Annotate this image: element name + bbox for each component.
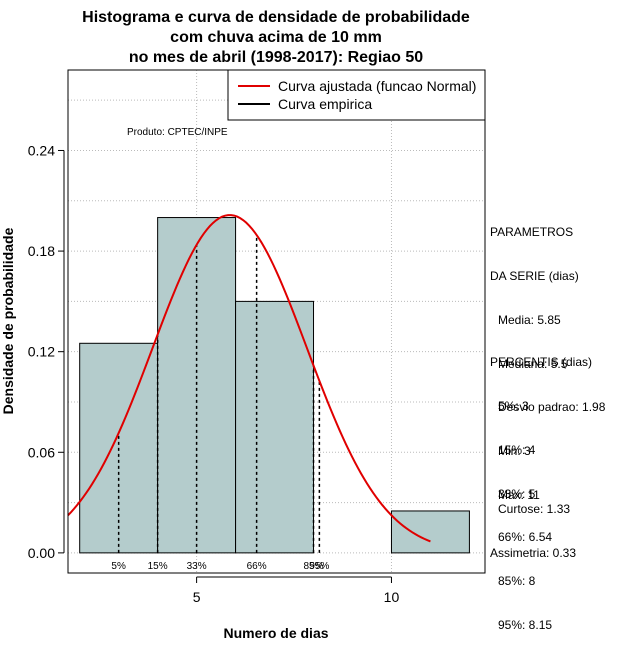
- chart-title-line-1: Histograma e curva de densidade de proba…: [82, 9, 470, 26]
- normal-curve: [67, 214, 431, 543]
- percentile-label: 5%: [111, 561, 126, 572]
- y-tick-label: 0.12: [28, 344, 55, 360]
- shape-stats: Curtose: 1.33 Assimetria: 0.33: [490, 473, 576, 575]
- percentile-label: 33%: [187, 561, 207, 572]
- percentile-label: 66%: [247, 561, 267, 572]
- param-desvio: Desvio padrao: 1.98: [498, 400, 606, 415]
- stat-curtose: Curtose: 1.33: [498, 502, 571, 517]
- percentile-labels: 5% 15% 33% 66% 85%95%: [111, 561, 329, 572]
- stat-assimetria: Assimetria: 0.33: [490, 545, 577, 560]
- normal-curve-path: [67, 214, 431, 543]
- param-max: Max: 11: [498, 487, 540, 502]
- x-axis-label: Numero de dias: [223, 625, 328, 641]
- chart-title: Histograma e curva de densidade de proba…: [82, 9, 470, 66]
- y-axis-label: Densidade de probabilidade: [0, 227, 16, 414]
- y-tick-label: 0.00: [28, 545, 55, 561]
- percentile-label: 15%: [148, 561, 168, 572]
- percentil-5: 5%: 3: [498, 398, 529, 413]
- legend-label-normal: Curva ajustada (funcao Normal): [278, 78, 476, 94]
- params-heading-2: DA SERIE (dias): [490, 268, 579, 283]
- percentil-85: 85%: 8: [498, 574, 536, 589]
- percentis-heading: PERCENTIS (dias): [490, 355, 593, 370]
- params-heading-1: PARAMETROS: [490, 225, 574, 240]
- x-axis: 5 10: [193, 576, 400, 605]
- y-axis: 0.00 0.06 0.12 0.18 0.24: [28, 142, 65, 561]
- histogram-bar: [390, 510, 470, 554]
- y-tick-label: 0.24: [28, 142, 55, 158]
- percentil-15: 15%: 4: [498, 442, 536, 457]
- product-annotation: Produto: CPTEC/INPE: [127, 127, 228, 138]
- param-media: Media: 5.85: [498, 312, 561, 327]
- x-tick-label: 5: [193, 589, 201, 605]
- chart-title-line-3: no mes de abril (1998-2017): Regiao 50: [129, 49, 423, 66]
- x-tick-label: 10: [384, 589, 400, 605]
- legend: Curva ajustada (funcao Normal) Curva emp…: [227, 69, 486, 121]
- percentil-95: 95%: 8.15: [498, 617, 553, 632]
- percentil-66: 66%: 6.54: [498, 530, 553, 545]
- chart-title-line-2: com chuva acima de 10 mm: [170, 29, 382, 46]
- legend-box: [227, 69, 486, 121]
- param-min: Min: 3: [498, 444, 531, 459]
- percentile-label: 85%: [304, 561, 324, 572]
- percentiles-block: PERCENTIS (dias) 5%: 3 15%: 4 33%: 5 66%…: [490, 326, 592, 647]
- histogram-bar: [235, 300, 315, 554]
- percentile-lines: [117, 234, 321, 553]
- percentil-33: 33%: 5: [498, 486, 536, 501]
- series-parameters: PARAMETROS DA SERIE (dias) Media: 5.85 M…: [490, 196, 605, 517]
- legend-label-empirical: Curva empirica: [278, 96, 372, 112]
- percentile-label: 95%: [309, 561, 329, 572]
- y-tick-label: 0.18: [28, 243, 55, 259]
- param-mediana: Mediana: 5.5: [498, 356, 568, 371]
- y-tick-label: 0.06: [28, 444, 55, 460]
